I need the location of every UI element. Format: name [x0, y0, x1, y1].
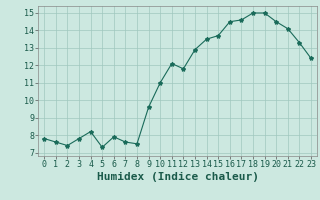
X-axis label: Humidex (Indice chaleur): Humidex (Indice chaleur)	[97, 172, 259, 182]
